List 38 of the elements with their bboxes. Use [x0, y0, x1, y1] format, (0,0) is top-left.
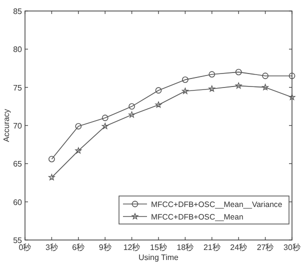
x-tick-label: 18秒	[176, 243, 194, 252]
point	[155, 102, 162, 108]
point	[102, 122, 108, 130]
point	[182, 76, 188, 83]
x-tick-label: 24秒	[230, 243, 248, 252]
y-tick-label: 65	[13, 160, 23, 169]
x-tick-label: 3秒	[45, 243, 58, 252]
point	[208, 71, 216, 78]
x-tick-label: 0秒	[18, 243, 32, 252]
x-tick-label: 12秒	[123, 243, 140, 252]
x-tick-label: 6秒	[72, 243, 85, 252]
x-axis-title: Using Time	[138, 253, 180, 262]
point	[262, 84, 268, 90]
point	[235, 68, 242, 76]
y-tick-label: 55	[13, 236, 23, 245]
y-tick-label: 75	[13, 83, 23, 92]
point	[235, 82, 242, 89]
x-tick-label: 30秒	[284, 243, 300, 252]
point	[102, 114, 108, 122]
point	[128, 111, 135, 118]
x-tick-label: 15秒	[150, 243, 167, 252]
x-tick-label: 27秒	[256, 243, 274, 252]
y-tick-label: 85	[13, 7, 23, 16]
point	[288, 94, 296, 100]
y-axis-title: Accuracy	[2, 109, 11, 142]
point	[155, 87, 162, 94]
y-tick-label: 60	[13, 198, 23, 207]
x-tick-label: 9秒	[98, 243, 112, 252]
point	[288, 72, 296, 80]
point	[75, 147, 82, 154]
point	[208, 86, 216, 92]
point	[48, 156, 55, 162]
y-tick-label: 80	[13, 45, 23, 54]
point	[262, 72, 268, 80]
point	[75, 123, 82, 130]
point	[128, 103, 135, 110]
y-tick-label: 70	[13, 122, 23, 130]
x-tick-label: 21秒	[203, 243, 220, 252]
